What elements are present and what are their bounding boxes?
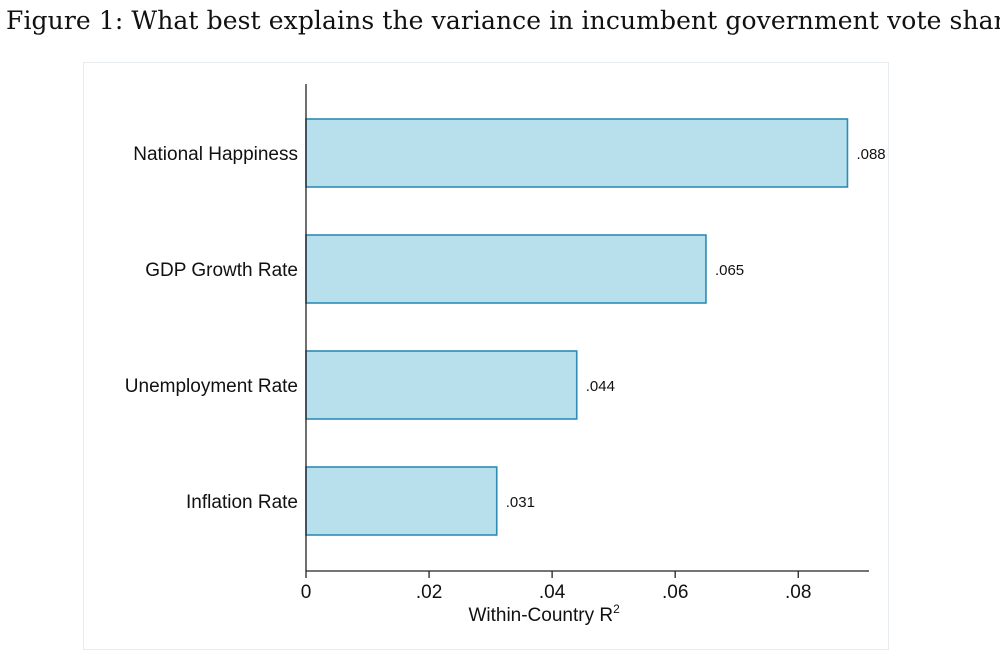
data-label: .031	[506, 494, 535, 511]
bars-layer	[305, 118, 849, 536]
bar-inflation-rate	[305, 466, 498, 536]
bar-gdp-growth-rate	[305, 234, 707, 304]
x-axis-title-superscript: 2	[613, 602, 620, 616]
category-label: National Happiness	[133, 144, 298, 165]
data-label: .065	[715, 262, 744, 279]
x-axis-title: Within-Country R2	[468, 602, 620, 626]
x-tick-label: .02	[416, 582, 442, 603]
x-axis-title-text: Within-Country R	[468, 605, 613, 626]
bar-unemployment-rate	[305, 350, 578, 420]
category-label: Inflation Rate	[186, 492, 298, 513]
x-tick-label: .04	[539, 582, 566, 603]
figure-title: Figure 1: What best explains the varianc…	[6, 6, 1000, 35]
data-label: .044	[586, 378, 615, 395]
data-label: .088	[856, 146, 885, 163]
x-ticks-layer: 0 .02 .04 .06 .08	[301, 571, 811, 603]
x-tick-label: .08	[785, 582, 811, 603]
x-tick-label: .06	[662, 582, 688, 603]
category-label: Unemployment Rate	[125, 376, 298, 397]
category-label: GDP Growth Rate	[145, 260, 298, 281]
x-tick-label: 0	[301, 582, 312, 603]
bar-national-happiness	[305, 118, 849, 188]
labels-layer: National Happiness .088 GDP Growth Rate .06…	[125, 144, 886, 513]
